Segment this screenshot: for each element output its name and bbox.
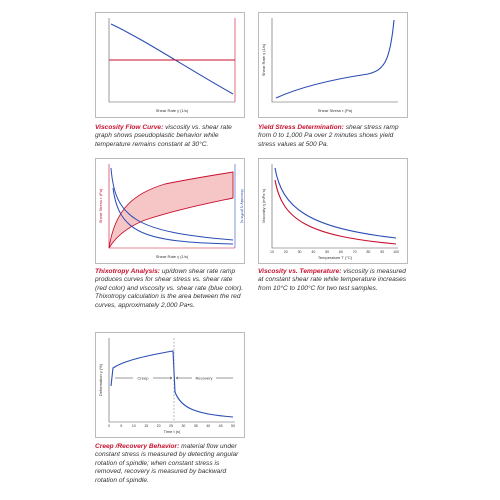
flow-curve-chart: Shear Rate γ̇ (1/s) [95, 12, 245, 118]
sample-b-curve [274, 179, 397, 245]
caption-text: viscosity vs. shear rate graph shows pse… [95, 124, 232, 148]
caption: Yield Stress Determination: shear stress… [258, 124, 408, 149]
caption-title: Viscosity Flow Curve: [95, 124, 164, 131]
x-tick-label: 30 [181, 424, 185, 428]
caption-text: viscosity is measured at constant shear … [258, 268, 407, 292]
annotation: Recovery [196, 375, 213, 380]
deformation-curve [110, 350, 234, 418]
x-tick-label: 5 [120, 424, 122, 428]
caption-title: Yield Stress Determination: [258, 124, 344, 131]
stress-curve [275, 19, 395, 99]
x-axis-label: Shear Rate γ̇ (1/s) [156, 254, 189, 259]
frame [95, 12, 245, 118]
x-axis-label: Time t (s) [164, 429, 181, 434]
caption: Viscosity Flow Curve: viscosity vs. shea… [95, 124, 245, 149]
label-bg [192, 375, 216, 381]
caption-title: Creep /Recovery Behavior: [95, 443, 180, 450]
frame [95, 332, 245, 438]
x-tick-label: 20 [284, 250, 288, 254]
annotation: Creep [138, 375, 150, 380]
creep-recovery-chart: Creep Recovery Time t (s) Deformation γ … [95, 332, 245, 438]
x-axis-label: Temperature T (°C) [318, 255, 353, 260]
caption-text: shear stress ramp from 0 to 1,000 Pa ove… [258, 124, 399, 148]
x-tick-label: 80 [366, 250, 370, 254]
x-axis-label: Shear Rate γ̇ (1/s) [156, 108, 189, 113]
viscosity-up [110, 167, 234, 241]
x-tick-label: 70 [353, 250, 357, 254]
caption: Creep /Recovery Behavior: material flow … [95, 443, 245, 485]
x-tick-label: 35 [194, 424, 198, 428]
y2-axis-label: Viscosity η (mPa·s) [240, 189, 245, 224]
x-tick-label: 50 [231, 424, 235, 428]
caption-title: Viscosity vs. Temperature: [258, 268, 342, 275]
x-tick-label: 25 [169, 424, 173, 428]
axes [271, 18, 398, 103]
y-axis-label: Deformation γ (%) [98, 363, 103, 396]
x-tick-label: 10 [132, 424, 136, 428]
temperature-chart: Temperature T (°C) Viscosity η (mPa·s) 1… [258, 158, 408, 264]
sample-a-curve [274, 167, 397, 239]
axes [271, 164, 398, 249]
x-tick-label: 45 [219, 424, 223, 428]
x-tick-label: 10 [270, 250, 274, 254]
viscosity-down [112, 187, 234, 245]
x-tick-label: 90 [380, 250, 384, 254]
caption: Thixotropy Analysis: up/down shear rate … [95, 268, 245, 310]
axes [108, 338, 235, 423]
x-tick-label: 40 [311, 250, 315, 254]
x-tick-label: 20 [157, 424, 161, 428]
y-axis-label: Shear Rate γ̇ (1/s) [261, 43, 266, 76]
y-axis-label: Shear Stress τ (Pa) [98, 188, 103, 223]
frame [258, 158, 408, 264]
caption-text: material flow under constant stress is m… [95, 443, 239, 484]
caption-text: up/down shear rate ramp produces curves … [95, 268, 244, 309]
x-tick-label: 15 [144, 424, 148, 428]
thixotropy-chart: Shear Rate γ̇ (1/s) Shear Stress τ (Pa) … [95, 158, 245, 264]
label-bg [133, 375, 153, 381]
x-tick-label: 40 [206, 424, 210, 428]
x-tick-label: 0 [108, 424, 110, 428]
yield-stress-chart: Shear Stress τ (Pa) Shear Rate γ̇ (1/s) [258, 12, 408, 118]
x-tick-label: 60 [339, 250, 343, 254]
x-axis-label: Shear Stress τ (Pa) [318, 108, 353, 113]
x-tick-label: 50 [325, 250, 329, 254]
caption: Viscosity vs. Temperature: viscosity is … [258, 268, 408, 293]
y-axis-label: Viscosity η (mPa·s) [261, 188, 266, 223]
caption-title: Thixotropy Analysis: [95, 268, 160, 275]
viscosity-curve [110, 23, 234, 95]
x-tick-label: 100 [393, 250, 399, 254]
hysteresis-area [108, 171, 234, 249]
axes [108, 18, 235, 103]
x-tick-label: 30 [298, 250, 302, 254]
